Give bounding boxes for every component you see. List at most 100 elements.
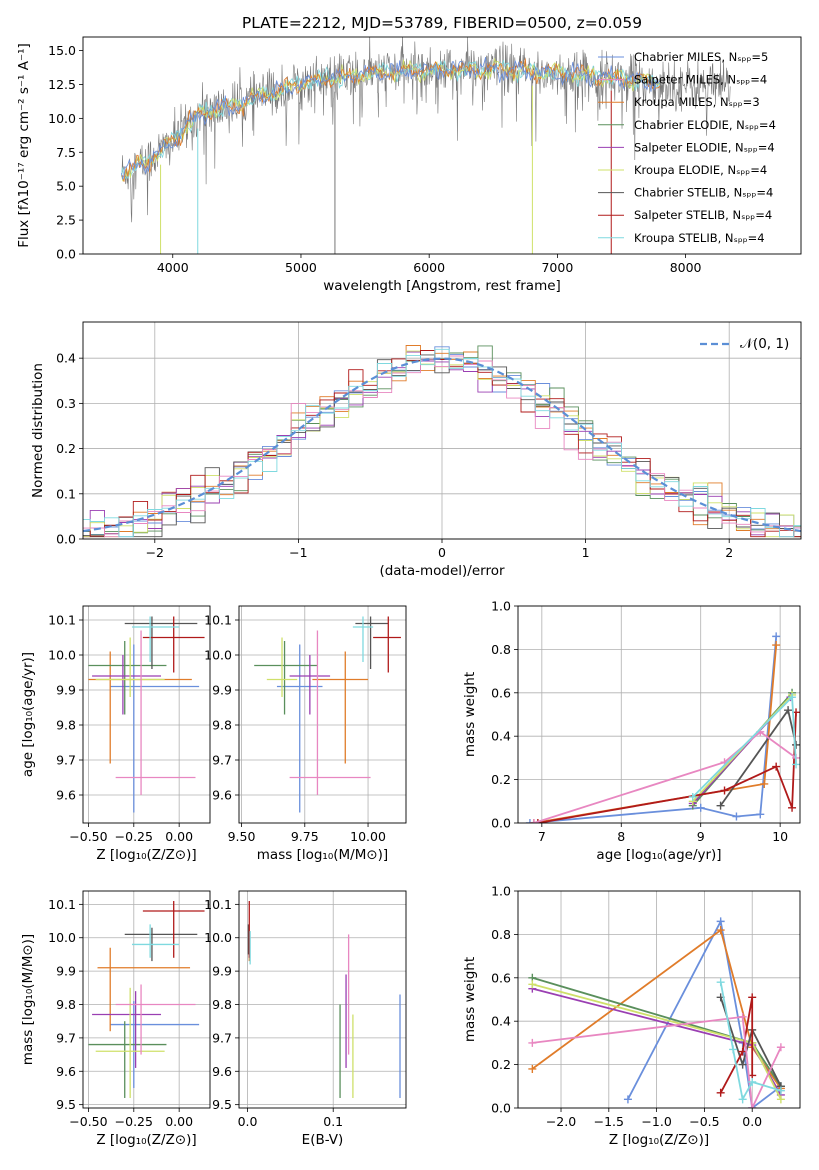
legend-label: Chabrier STELIB, Nₛₚₚ=4 (634, 186, 773, 200)
x-tick-label: 9.75 (291, 829, 319, 844)
age_vs_Z-plot (88, 616, 205, 813)
y-tick-label: 0.3 (56, 396, 76, 411)
x-tick-label: 6000 (413, 260, 445, 275)
mass_vs_ebv-plot (247, 901, 401, 1098)
x-tick-label: 8000 (670, 260, 702, 275)
data-point-marker (716, 1088, 725, 1097)
x-tick-label: −1.5 (594, 1114, 624, 1129)
x-tick-label: 0 (438, 545, 446, 560)
x-tick-label: 7 (538, 829, 546, 844)
x-tick-label: −0.25 (115, 829, 153, 844)
x-tick-label: 10 (772, 829, 788, 844)
y-tick-label: 1.0 (491, 884, 511, 899)
data-point-marker (756, 810, 765, 819)
y-tick-label: 10.0 (204, 648, 232, 663)
y-tick-label: 7.5 (56, 145, 76, 160)
x-tick-label: −2 (146, 545, 164, 560)
y-tick-label: 9.9 (56, 683, 76, 698)
y-tick-label: 9.7 (212, 1030, 232, 1045)
y-axis-label: Normed distribution (30, 363, 46, 498)
data-point-marker (772, 641, 781, 650)
mass-weight-line (719, 997, 754, 1094)
age_vs_mass-panel: 9.50 9.75 10.00 9.6 9.7 9.8 9.9 10.0 10.1 mass [l… (204, 605, 407, 863)
axes-frame (82, 321, 802, 540)
y-tick-label: 10.0 (204, 930, 232, 945)
y-tick-label: 9.5 (212, 1097, 232, 1112)
x-tick-label: 0.00 (165, 1114, 193, 1129)
x-axis-label: Z [log₁₀(Z/Z⊙)] (96, 1132, 196, 1148)
y-tick-label: 9.6 (56, 788, 76, 803)
x-tick-label: −1 (289, 545, 307, 560)
y-tick-label: 0.8 (491, 927, 511, 942)
x-tick-label: 0.00 (165, 829, 193, 844)
y-tick-label: 12.5 (48, 77, 76, 92)
model-spectrum-line (121, 57, 661, 182)
x-tick-label: 4000 (157, 260, 189, 275)
axes-frame (82, 36, 802, 255)
x-axis-label: mass [log₁₀(M/M⊙)] (257, 847, 388, 863)
y-tick-label: 1.0 (491, 599, 511, 614)
x-tick-label: −0.50 (69, 1114, 107, 1129)
y-tick-label: 0.0 (56, 532, 76, 547)
y-axis-label: mass [log₁₀(M/M⊙)] (20, 934, 36, 1065)
data-point-marker (792, 740, 800, 749)
age_vs_mass-plot (254, 616, 401, 813)
y-tick-label: 0.2 (491, 1057, 511, 1072)
legend-label: Salpeter STELIB, Nₛₚₚ=4 (634, 208, 772, 222)
data-point-marker (716, 801, 725, 810)
axes-frame (82, 890, 211, 1109)
legend-label: Chabrier MILES, Nₛₚₚ=5 (634, 50, 768, 64)
data-point-marker (623, 1095, 632, 1104)
y-tick-label: 10.1 (48, 613, 76, 628)
y-tick-label: 10.1 (204, 613, 232, 628)
y-tick-label: 9.8 (212, 997, 232, 1012)
data-point-marker (772, 632, 781, 641)
x-axis-label: wavelength [Angstrom, rest frame] (323, 278, 561, 294)
data-point-marker (760, 779, 769, 788)
x-tick-label: 0.0 (238, 1114, 258, 1129)
y-tick-label: 10.0 (48, 648, 76, 663)
data-point-marker (738, 1095, 747, 1104)
data-point-marker (788, 693, 797, 702)
y-tick-label: 0.2 (56, 441, 76, 456)
data-point-marker (748, 1077, 757, 1086)
x-tick-label: 0.1 (323, 1114, 343, 1129)
y-axis-label: mass weight (462, 957, 478, 1042)
model-spectrum-line (121, 58, 661, 182)
data-point-marker (716, 978, 725, 987)
y-tick-label: 5.0 (56, 179, 76, 194)
x-tick-label: −1.0 (641, 1114, 671, 1129)
y-tick-label: 0.4 (491, 1014, 511, 1029)
residuals-panel: −2 −1 0 1 2 0.0 0.1 0.2 0.3 0.4 (data-model)/error… (30, 321, 802, 579)
data-point-marker (720, 786, 729, 795)
mass_vs_ebv-panel: 0.0 0.1 9.5 9.6 9.7 9.8 9.9 10.0 10.1 E(B-V) (204, 890, 407, 1148)
x-tick-label: 7000 (541, 260, 573, 275)
legend-label: Salpeter ELODIE, Nₛₚₚ=4 (634, 140, 775, 154)
y-tick-label: 0.2 (491, 772, 511, 787)
data-point-marker (528, 980, 537, 989)
data-point-marker (732, 812, 741, 821)
x-tick-label: −2.0 (546, 1114, 576, 1129)
y-tick-label: 9.7 (56, 753, 76, 768)
data-point-marker (776, 1086, 785, 1095)
legend-label: Kroupa MILES, Nₛₚₚ=3 (634, 95, 760, 109)
data-point-marker (716, 926, 725, 935)
y-tick-label: 10.0 (48, 111, 76, 126)
data-point-marker (772, 762, 781, 771)
residual-histogram (83, 348, 801, 538)
residuals-plot (83, 345, 801, 538)
data-point-marker (729, 1045, 738, 1054)
data-point-marker (528, 1038, 537, 1047)
data-point-marker (525, 819, 534, 823)
y-tick-label: 0.8 (491, 642, 511, 657)
legend-label: Chabrier ELODIE, Nₛₚₚ=4 (634, 118, 776, 132)
y-axis-label: Flux [fλ10⁻¹⁷ erg cm⁻² s⁻¹ A⁻¹] (16, 43, 32, 248)
axes-frame (517, 605, 801, 824)
y-tick-label: 0.1 (56, 486, 76, 501)
x-tick-label: 1 (582, 545, 590, 560)
x-tick-label: −0.50 (69, 829, 107, 844)
y-tick-label: 9.8 (56, 997, 76, 1012)
x-axis-label: age [log₁₀(age/yr)] (596, 847, 721, 863)
mass_vs_Z-panel: −0.50 −0.25 0.00 9.5 9.6 9.7 9.8 9.9 10.0 10.1 Z [… (20, 890, 211, 1148)
mass_weight_vs_Z-panel: −2.0 −1.5 −1.0 −0.5 0.0 0.0 0.2 0.4 0.6 0.8 1.0 Z [… (462, 884, 801, 1148)
